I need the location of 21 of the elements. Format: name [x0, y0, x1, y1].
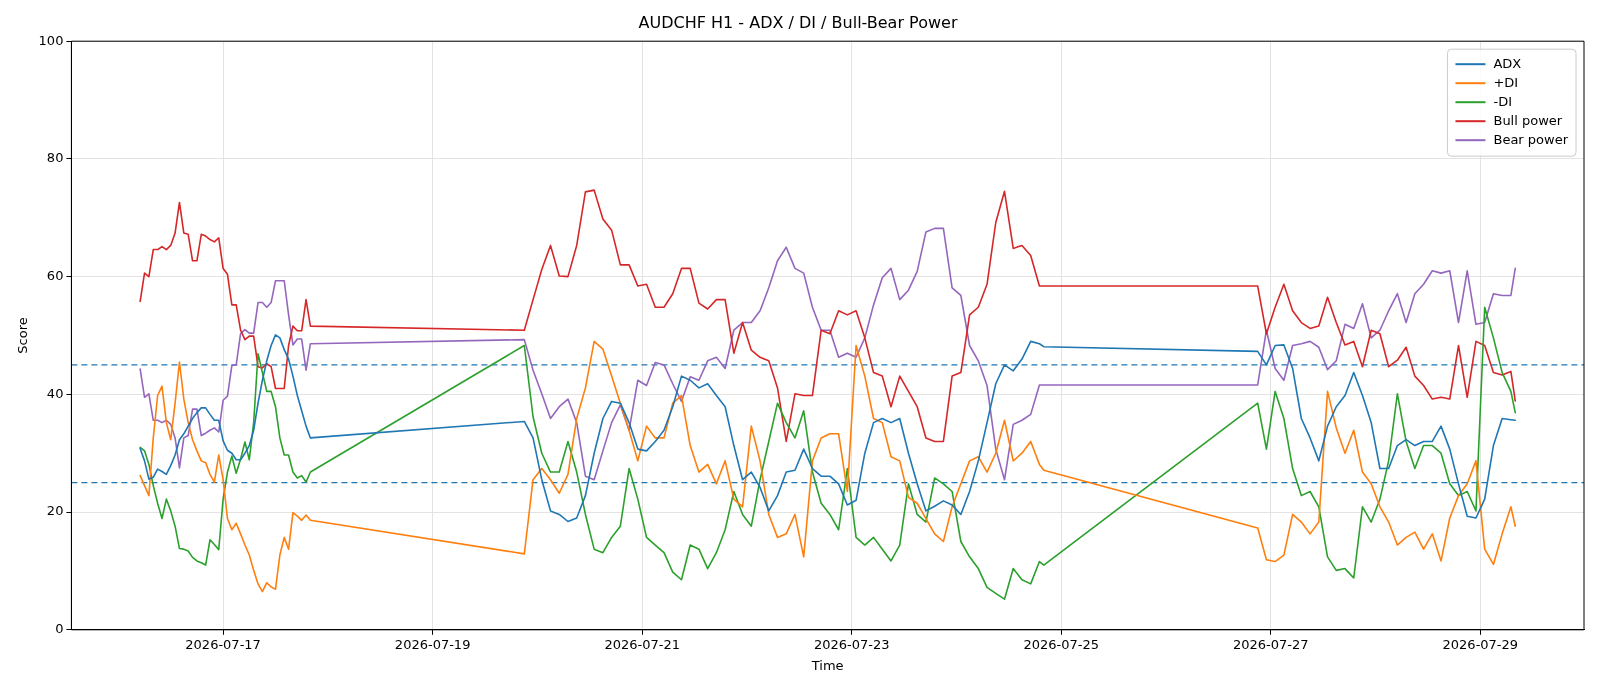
x-tick-label: 2026-07-29 — [1442, 636, 1519, 652]
y-tick-label: 100 — [38, 32, 64, 48]
x-tick-label: 2026-07-25 — [1023, 636, 1100, 652]
legend-label: -DI — [1493, 93, 1513, 109]
x-tick-label: 2026-07-27 — [1233, 636, 1309, 652]
chart-title: AUDCHF H1 - ADX / DI / Bull-Bear Power — [638, 12, 958, 32]
y-axis-title: Score — [15, 317, 31, 354]
legend-label: ADX — [1493, 55, 1522, 71]
y-tick-label: 20 — [46, 503, 64, 519]
y-tick-label: 0 — [55, 621, 64, 637]
legend-label: Bull power — [1493, 112, 1563, 128]
y-tick-label: 60 — [46, 268, 64, 284]
x-tick-label: 2026-07-17 — [185, 636, 261, 652]
legend-label: +DI — [1493, 74, 1519, 90]
x-tick-label: 2026-07-21 — [604, 636, 680, 652]
x-tick-label: 2026-07-19 — [394, 636, 471, 652]
y-tick-label: 40 — [46, 385, 64, 401]
legend-label: Bear power — [1493, 131, 1569, 147]
x-axis-title: Time — [810, 657, 844, 673]
x-tick-label: 2026-07-23 — [813, 636, 890, 652]
y-tick-label: 80 — [46, 150, 64, 166]
